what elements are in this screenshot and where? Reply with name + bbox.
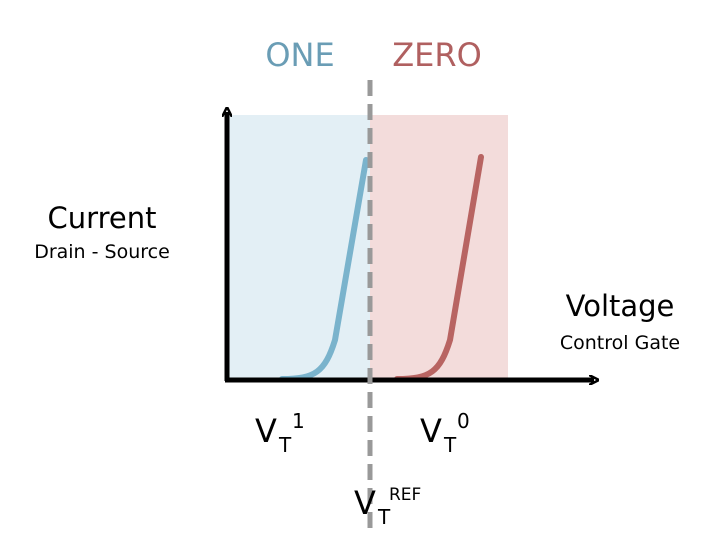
threshold-superscript: 1 — [292, 409, 305, 433]
zero-label: ZERO — [392, 36, 482, 74]
threshold-superscript: REF — [389, 485, 421, 505]
x-axis-label: Voltage — [566, 289, 675, 323]
threshold-base: V — [354, 484, 376, 522]
one-region — [227, 115, 370, 380]
threshold-base: V — [420, 412, 442, 450]
y-axis-label: Current — [48, 201, 157, 235]
threshold-base: V — [255, 412, 277, 450]
zero-region — [370, 115, 508, 380]
threshold-superscript: 0 — [457, 409, 470, 433]
y-axis-sublabel: Drain - Source — [34, 241, 170, 263]
threshold-subscript: T — [443, 433, 457, 457]
one-label: ONE — [265, 36, 334, 74]
threshold-subscript: T — [377, 505, 391, 529]
x-axis-sublabel: Control Gate — [560, 332, 680, 354]
threshold-subscript: T — [278, 433, 292, 457]
